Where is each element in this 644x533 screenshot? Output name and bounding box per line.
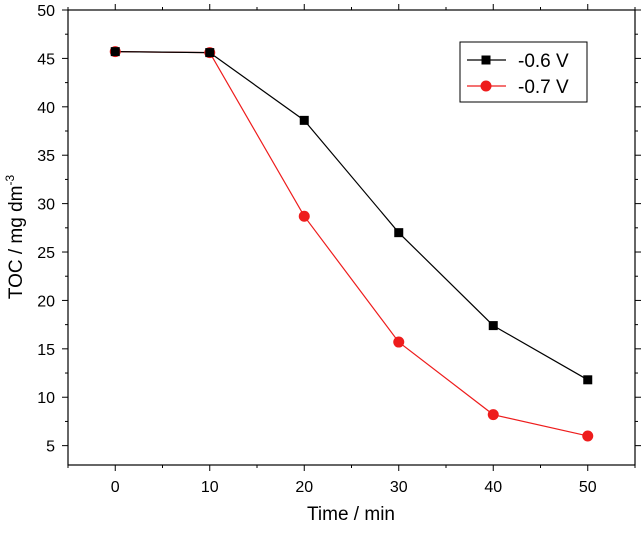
plot-layer: [109, 46, 594, 442]
x-tick-label: 10: [201, 479, 219, 496]
legend-label-1: -0.6 V: [518, 51, 569, 72]
x-tick-label: 0: [111, 479, 120, 496]
x-tick-label: 20: [295, 479, 313, 496]
legend: -0.6 V -0.7 V: [459, 41, 588, 103]
legend-marker-1: [481, 55, 491, 65]
y-tick-label: 50: [37, 3, 55, 20]
y-axis-label-superscript: -3: [3, 175, 17, 186]
x-tick-label: 40: [484, 479, 502, 496]
series-line-1: [115, 51, 589, 381]
series-2-point: [298, 210, 310, 222]
y-tick-label: 10: [37, 390, 55, 407]
series-1-point: [583, 375, 593, 385]
y-tick-label: 20: [37, 293, 55, 310]
series-2-point: [487, 409, 499, 421]
y-tick-label: 25: [37, 245, 55, 262]
y-tick-label: 40: [37, 100, 55, 117]
legend-marker-2: [480, 80, 492, 92]
series-1-point: [488, 321, 498, 331]
axis-ticks: 0 10 20 30 40 50 5 10 15 20 25 30 35 40 45 50: [37, 3, 641, 496]
series-1-point: [394, 228, 404, 238]
series-line-2: [115, 51, 588, 437]
y-axis-label-main: TOC / mg dm: [6, 186, 27, 300]
y-tick-label: 35: [37, 148, 55, 165]
y-tick-label: 30: [37, 197, 55, 214]
series-1-point: [110, 47, 120, 57]
x-axis-label: Time / min: [307, 504, 395, 525]
series-1-point: [299, 115, 309, 125]
y-tick-label: 45: [37, 51, 55, 68]
y-axis-label: TOC / mg dm-3: [3, 175, 27, 300]
series-1-point: [205, 48, 215, 58]
y-tick-label: 15: [37, 342, 55, 359]
series-2-point: [393, 336, 405, 348]
series-2-point: [582, 430, 594, 442]
legend-label-2: -0.7 V: [518, 77, 569, 98]
x-tick-label: 30: [390, 479, 408, 496]
legend-box: [459, 41, 588, 103]
x-tick-label: 50: [579, 479, 597, 496]
y-tick-label: 5: [46, 439, 55, 456]
